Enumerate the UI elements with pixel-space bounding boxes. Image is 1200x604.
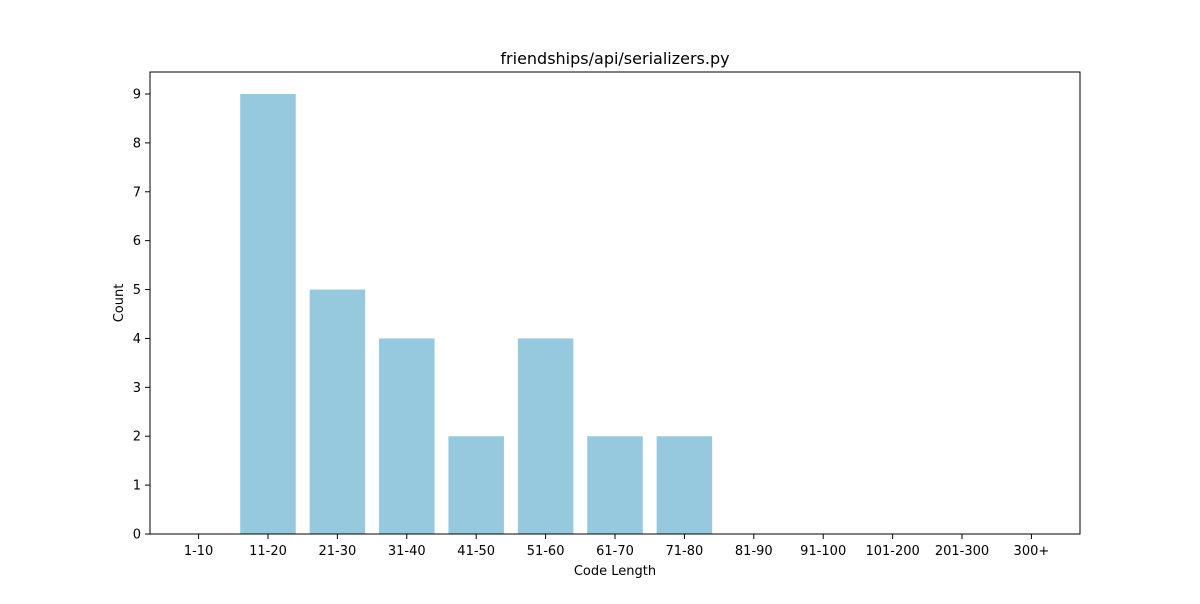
x-tick-label: 41-50 [457, 544, 495, 559]
y-tick-label: 1 [133, 479, 141, 494]
bar-41-50 [448, 436, 504, 534]
x-tick-label: 300+ [1014, 544, 1050, 559]
bar-71-80 [656, 436, 713, 534]
x-tick-label: 31-40 [388, 544, 426, 559]
bar-11-20 [240, 94, 296, 534]
x-axis-title: Code Length [574, 564, 656, 579]
chart-title: friendships/api/serializers.py [500, 49, 729, 68]
y-tick-label: 5 [133, 283, 141, 298]
bar-31-40 [379, 338, 435, 534]
y-tick-label: 7 [133, 185, 141, 200]
y-axis: 0 1 2 3 4 5 6 7 8 9 [133, 88, 150, 543]
x-tick-label: 201-300 [935, 544, 989, 559]
y-tick-label: 6 [133, 234, 141, 249]
x-tick-label: 91-100 [800, 544, 846, 559]
x-tick-label: 101-200 [865, 544, 919, 559]
y-tick-label: 9 [133, 88, 141, 103]
x-tick-label: 11-20 [249, 544, 287, 559]
y-tick-label: 8 [133, 136, 141, 151]
x-tick-label: 61-70 [596, 544, 634, 559]
x-tick-label: 1-10 [184, 544, 214, 559]
y-tick-label: 4 [133, 332, 141, 347]
x-tick-label: 71-80 [666, 544, 704, 559]
x-tick-label: 81-90 [735, 544, 773, 559]
y-tick-label: 3 [133, 381, 141, 396]
bar-21-30 [309, 289, 366, 534]
y-tick-label: 2 [133, 430, 141, 445]
bars-group [240, 94, 713, 534]
y-tick-label: 0 [133, 528, 141, 543]
x-tick-label: 21-30 [318, 544, 356, 559]
bar-61-70 [587, 436, 643, 534]
y-axis-title: Count [112, 284, 127, 323]
x-axis: 1-10 11-20 21-30 31-40 41-50 51-60 61-70 71-80 8… [184, 534, 1049, 559]
x-tick-label: 51-60 [527, 544, 565, 559]
bar-51-60 [517, 338, 574, 534]
